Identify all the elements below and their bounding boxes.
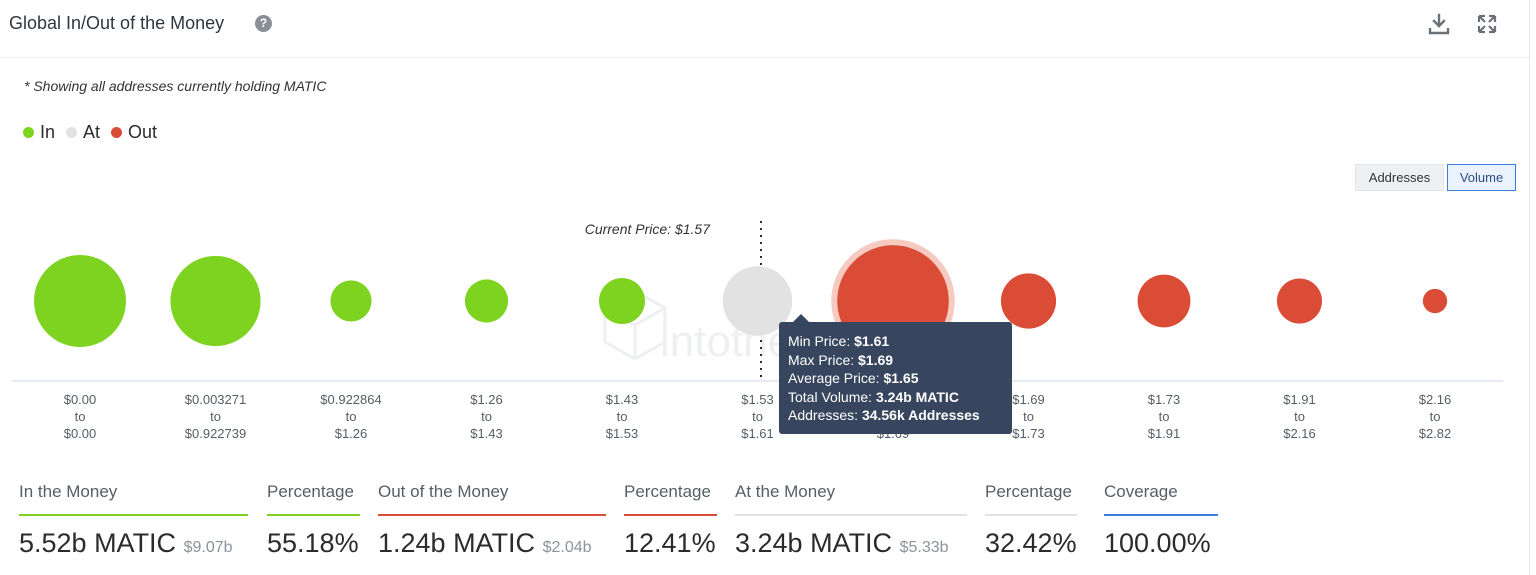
stat-label: Out of the Money — [378, 482, 509, 501]
stat-value: 100.00% — [1104, 528, 1211, 558]
x-tick-label: $1.91 — [1148, 426, 1181, 441]
panel-border — [1529, 0, 1530, 575]
volume-toggle-button[interactable]: Volume — [1447, 164, 1516, 191]
stat-value: 32.42% — [985, 528, 1077, 558]
x-tick-label: $0.00 — [64, 426, 97, 441]
stat-label: Percentage — [985, 482, 1072, 501]
stat-out-percentage: Percentage 12.41% — [624, 482, 717, 559]
legend-dot-in — [23, 127, 34, 138]
bubble-tooltip: Min Price: $1.61 Max Price: $1.69 Averag… — [779, 314, 1012, 434]
x-tick-label: $0.922864 — [320, 392, 381, 407]
x-tick-label: to — [1430, 409, 1441, 424]
stat-underline — [378, 514, 606, 516]
x-tick-label: $1.26 — [470, 392, 503, 407]
x-tick-label: to — [1023, 409, 1034, 424]
stat-label: Coverage — [1104, 482, 1178, 501]
x-tick-label: to — [1294, 409, 1305, 424]
stat-value: 12.41% — [624, 528, 716, 558]
stat-underline — [19, 514, 248, 516]
current-price-label: Current Price: $1.57 — [585, 221, 711, 237]
stat-value: 5.52b MATIC $9.07b — [19, 528, 233, 558]
x-tick-label: $1.61 — [741, 426, 774, 441]
bubble-at[interactable] — [722, 266, 793, 336]
bubble-in[interactable] — [170, 255, 261, 347]
legend-item-out[interactable]: Out — [111, 122, 157, 143]
tooltip-addresses: Addresses: 34.56k Addresses — [788, 407, 980, 423]
bubble-out[interactable] — [1422, 288, 1448, 314]
x-tick-label: $2.16 — [1419, 392, 1452, 407]
stat-in-percentage: Percentage 55.18% — [267, 482, 360, 559]
tooltip-avg-price: Average Price: $1.65 — [788, 370, 919, 386]
bubble-in[interactable] — [330, 280, 372, 322]
stat-underline — [985, 514, 1077, 516]
x-tick-label: $0.003271 — [185, 392, 246, 407]
stat-out-of-the-money: Out of the Money 1.24b MATIC $2.04b — [378, 482, 606, 559]
x-tick-label: $2.82 — [1419, 426, 1452, 441]
stat-at-the-money: At the Money 3.24b MATIC $5.33b — [735, 482, 967, 559]
help-icon[interactable]: ? — [255, 15, 272, 32]
legend-label-in: In — [40, 122, 56, 142]
bubble-in[interactable] — [464, 279, 509, 323]
legend-item-at[interactable]: At — [66, 122, 100, 143]
x-tick-label: to — [481, 409, 492, 424]
addresses-toggle-button[interactable]: Addresses — [1355, 164, 1444, 191]
legend-label-out: Out — [128, 122, 158, 142]
x-tick-label: to — [752, 409, 763, 424]
stat-coverage: Coverage 100.00% — [1104, 482, 1218, 559]
legend-item-in[interactable]: In — [23, 122, 55, 143]
x-tick-label: $1.73 — [1012, 426, 1045, 441]
x-tick-label: $1.69 — [1012, 392, 1045, 407]
bubble-out[interactable] — [1137, 274, 1191, 328]
x-tick-label: $0.00 — [64, 392, 97, 407]
tooltip-min-price: Min Price: $1.61 — [788, 333, 890, 349]
x-tick-label: $1.73 — [1148, 392, 1181, 407]
bubble-chart: intotheblock Current Price: $1.57 $0.00t… — [12, 221, 1503, 441]
x-tick-label: $1.91 — [1283, 392, 1316, 407]
stat-underline — [624, 514, 717, 516]
chart-legend: In At Out — [23, 122, 168, 143]
stat-at-percentage: Percentage 32.42% — [985, 482, 1077, 559]
stat-underline — [267, 514, 360, 516]
bubble-out[interactable] — [1276, 278, 1323, 324]
legend-dot-at — [66, 127, 78, 138]
chart-header: Global In/Out of the Money ? — [0, 0, 1530, 58]
x-tick-label: to — [75, 409, 86, 424]
stat-label: Percentage — [624, 482, 711, 501]
x-tick-label: to — [617, 409, 628, 424]
x-tick-label: to — [1159, 409, 1170, 424]
stat-underline — [735, 514, 967, 516]
page-title: Global In/Out of the Money — [9, 13, 225, 33]
x-tick-label: to — [346, 409, 357, 424]
x-tick-label: to — [210, 409, 221, 424]
x-tick-label: $1.43 — [606, 392, 639, 407]
stat-value: 1.24b MATIC $2.04b — [378, 528, 592, 558]
tooltip-arrow — [793, 314, 809, 322]
x-tick-label: $1.53 — [741, 392, 774, 407]
stat-label: At the Money — [735, 482, 836, 501]
legend-label-at: At — [83, 122, 101, 142]
stat-label: Percentage — [267, 482, 354, 501]
legend-dot-out — [111, 127, 123, 138]
stat-underline — [1104, 514, 1218, 516]
download-icon[interactable] — [1427, 12, 1451, 36]
stat-value: 55.18% — [267, 528, 359, 558]
tooltip-max-price: Max Price: $1.69 — [788, 351, 894, 368]
stat-in-the-money: In the Money 5.52b MATIC $9.07b — [19, 482, 248, 559]
stat-value: 3.24b MATIC $5.33b — [735, 528, 949, 558]
stat-label: In the Money — [19, 482, 118, 501]
tooltip-volume: Total Volume: 3.24b MATIC — [788, 388, 959, 405]
holding-note: * Showing all addresses currently holdin… — [24, 78, 327, 94]
x-tick-label: $1.26 — [335, 426, 368, 441]
bubble-out[interactable] — [1000, 273, 1057, 329]
x-tick-label: $2.16 — [1283, 426, 1316, 441]
expand-icon[interactable] — [1475, 12, 1499, 36]
x-tick-label: $0.922739 — [185, 426, 246, 441]
bubble-in[interactable] — [599, 278, 645, 324]
bubble-in[interactable] — [34, 255, 126, 347]
x-tick-label: $1.53 — [606, 426, 639, 441]
x-tick-label: $1.43 — [470, 426, 503, 441]
